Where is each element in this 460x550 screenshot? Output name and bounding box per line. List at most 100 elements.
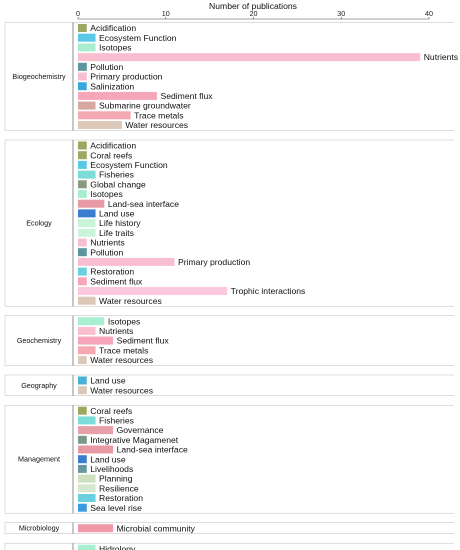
bar [78, 190, 87, 198]
group-geography: Geography [4, 374, 454, 396]
group-management: Management [4, 404, 454, 514]
bar [78, 53, 421, 62]
group-geochemistry: Geochemistry [4, 315, 454, 366]
bar-label: Salinization [90, 81, 134, 91]
bar-label: Coral reefs [90, 150, 132, 160]
bar [78, 209, 96, 218]
bar [78, 296, 96, 305]
bar [78, 464, 87, 473]
group-microbiology: Microbiology [4, 522, 454, 534]
bar-label: Land-sea interface [108, 199, 179, 209]
bar-label: Land use [90, 376, 126, 386]
bar-label: Water resources [125, 120, 188, 130]
bar-label: Integrative Magamenet [90, 435, 179, 445]
bar [78, 416, 96, 425]
bar [78, 160, 87, 169]
bar-label: Land use [90, 454, 126, 464]
bar-label: Nutrients [424, 52, 458, 62]
bar [78, 141, 87, 150]
bar-label: Land use [99, 209, 135, 219]
bar [78, 426, 114, 435]
bar [78, 287, 228, 295]
bar [78, 151, 87, 160]
bar [78, 33, 96, 42]
bar [78, 455, 87, 464]
bar-label: Governance [117, 425, 164, 435]
bar-label: Acidification [90, 141, 136, 151]
bar [78, 346, 96, 355]
bar [78, 326, 96, 335]
bar [78, 238, 87, 247]
bar-label: Pollution [90, 62, 123, 72]
bar-label: Isotopes [108, 316, 141, 326]
bar-label: Land-sea interface [117, 445, 188, 455]
bar-label: Primary production [90, 72, 162, 82]
bar [78, 484, 96, 493]
group-ecology: Ecology [4, 139, 454, 307]
bar [78, 248, 87, 257]
group-biogeochemistry: Biogeochemistry [4, 22, 454, 131]
bar-label: Sediment flux [160, 91, 213, 101]
bar-label: Water resources [90, 385, 153, 395]
bar-label: Planning [99, 474, 133, 484]
bar [78, 524, 114, 533]
bar-label: Fisheries [99, 416, 134, 426]
x-tick-label: 40 [425, 9, 433, 18]
bar-label: Life history [99, 218, 141, 228]
bar-label: Trace metals [134, 110, 183, 120]
group-label: Ecology [26, 219, 52, 228]
bar [78, 267, 87, 276]
bar-label: Water resources [90, 355, 153, 365]
bar [78, 277, 87, 286]
bar [78, 170, 96, 179]
group-panels: Biogeochemistry Ecology Geochemistry Geogra… [4, 22, 454, 550]
bar-label: Trophic interactions [231, 286, 306, 296]
bar [78, 336, 114, 345]
bar [78, 376, 87, 385]
x-tick-label: 0 [76, 9, 80, 18]
group-label: Geochemistry [17, 336, 62, 345]
group-label: Microbiology [19, 524, 60, 533]
bar-label: Microbial community [117, 523, 196, 533]
bar-label: Resilience [99, 483, 139, 493]
group-label: Biogeochemistry [12, 72, 66, 81]
x-axis-title: Number of publications [209, 1, 297, 11]
bar-label: Restoration [99, 493, 143, 503]
bar [78, 199, 105, 208]
bar [78, 180, 87, 189]
bar [78, 503, 87, 512]
bar-label: Fisheries [99, 170, 134, 180]
group-label: Management [18, 455, 60, 464]
bar-label: Coral reefs [90, 406, 132, 416]
x-tick-label: 20 [250, 9, 258, 18]
bar-label: Hidrology [99, 544, 136, 550]
bar [78, 494, 96, 502]
bar [78, 257, 175, 266]
bar [78, 72, 87, 81]
bar-label: Sediment flux [90, 276, 143, 286]
bar [78, 474, 96, 483]
group-label: Geography [21, 381, 57, 390]
x-axis: 0 10 20 30 40 [76, 9, 433, 20]
bar-label: Primary production [178, 257, 250, 267]
bar-label: Pollution [90, 247, 123, 257]
bar-label: Water resources [99, 296, 162, 306]
bar-label: Sediment flux [117, 336, 170, 346]
bar [78, 82, 87, 91]
bar [78, 356, 87, 364]
bar [78, 317, 105, 326]
bar-label: Livelihoods [90, 464, 133, 474]
bar [78, 386, 87, 395]
bar-label: Ecosystem Function [90, 160, 168, 170]
group-oceanography: Oceanography [4, 542, 454, 550]
bar [78, 111, 131, 120]
x-tick-label: 30 [337, 9, 345, 18]
bar-label: Global change [90, 179, 146, 189]
bar [78, 101, 96, 110]
bar-label: Sea level rise [90, 503, 142, 513]
x-tick-label: 10 [162, 9, 170, 18]
bar-label: Nutrients [90, 238, 124, 248]
bar-label: Nutrients [99, 326, 133, 336]
